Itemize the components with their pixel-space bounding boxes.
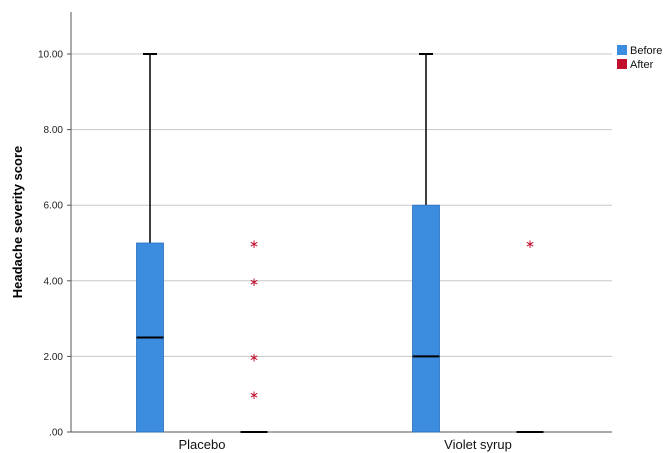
y-axis-label: Headache severity score [10, 146, 25, 298]
y-tick-label: 6.00 [44, 201, 64, 212]
legend-label-before: Before [630, 45, 662, 57]
box-before-1 [136, 53, 164, 433]
box-groups: ∗ ∗ ∗ ∗ ∗ [136, 53, 544, 433]
y-tick-label: 4.00 [44, 276, 64, 287]
outlier-marker: ∗ [249, 350, 259, 364]
box-after-2: ∗ [516, 237, 544, 433]
box-body [412, 204, 440, 433]
y-tick-label: 10.00 [38, 50, 63, 61]
box-before-2 [412, 53, 440, 433]
y-tick-label: .00 [49, 428, 63, 439]
legend-swatch-before [617, 45, 627, 55]
outlier-marker: ∗ [249, 237, 259, 251]
legend-swatch-after [617, 59, 627, 69]
legend: Before After [617, 45, 662, 71]
box-after-1: ∗ ∗ ∗ ∗ [240, 237, 268, 433]
category-labels: Placebo Violet syrup [179, 437, 512, 452]
y-tick-label: 8.00 [44, 125, 64, 136]
category-label: Violet syrup [444, 437, 512, 452]
outlier-marker: ∗ [525, 237, 535, 251]
legend-label-after: After [630, 59, 654, 71]
y-tick-label: 2.00 [44, 352, 64, 363]
category-label: Placebo [179, 437, 226, 452]
y-tick-labels: .00 2.00 4.00 6.00 8.00 10.00 [38, 50, 71, 439]
outlier-marker: ∗ [249, 388, 259, 402]
outlier-marker: ∗ [249, 275, 259, 289]
